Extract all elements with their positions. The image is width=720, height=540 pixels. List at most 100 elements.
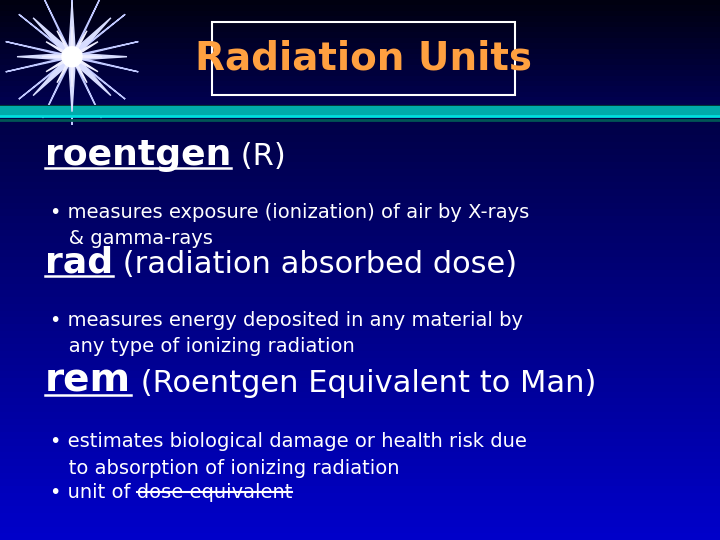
Bar: [0, 40, 720, 47]
Bar: [0, 256, 720, 263]
Bar: [0, 74, 720, 81]
Bar: [0, 291, 720, 297]
Bar: [0, 411, 720, 418]
Bar: [0, 384, 720, 391]
Bar: [0, 392, 720, 399]
Bar: [0, 27, 720, 32]
Bar: [0, 49, 720, 54]
Bar: [0, 87, 720, 94]
Bar: [0, 32, 720, 38]
Bar: [0, 270, 720, 276]
Bar: [0, 230, 720, 237]
Text: (Roentgen Equivalent to Man): (Roentgen Equivalent to Man): [131, 368, 596, 397]
Bar: [0, 43, 720, 49]
Bar: [0, 141, 720, 149]
Bar: [0, 526, 720, 534]
Bar: [0, 156, 720, 162]
Bar: [0, 189, 720, 195]
Bar: [0, 115, 720, 122]
Bar: [0, 263, 720, 270]
Bar: [212, 22, 515, 94]
Bar: [0, 0, 720, 5]
Bar: [0, 249, 720, 256]
Bar: [0, 418, 720, 426]
Bar: [0, 303, 720, 310]
Text: (R): (R): [231, 141, 286, 171]
Polygon shape: [6, 0, 138, 125]
Bar: [0, 438, 720, 445]
Bar: [0, 60, 720, 68]
Text: rad: rad: [45, 246, 113, 280]
Text: • unit of dose equivalent: • unit of dose equivalent: [50, 483, 292, 502]
Bar: [0, 284, 720, 291]
Bar: [0, 59, 720, 65]
Bar: [0, 399, 720, 405]
Bar: [0, 492, 720, 500]
Bar: [0, 310, 720, 317]
Bar: [0, 432, 720, 438]
Bar: [0, 27, 720, 33]
Bar: [0, 472, 720, 480]
Text: (radiation absorbed dose): (radiation absorbed dose): [113, 249, 517, 279]
Bar: [0, 5, 720, 11]
Bar: [0, 47, 720, 54]
Bar: [0, 68, 720, 74]
Bar: [0, 16, 720, 22]
Bar: [0, 22, 720, 27]
Bar: [0, 54, 720, 60]
Bar: [0, 513, 720, 519]
Bar: [0, 405, 720, 411]
Bar: [0, 364, 720, 372]
Bar: [0, 70, 720, 76]
Bar: [0, 38, 720, 43]
Bar: [0, 459, 720, 465]
Bar: [0, 317, 720, 324]
Bar: [0, 276, 720, 284]
Bar: [0, 94, 720, 102]
Bar: [0, 65, 720, 70]
Bar: [0, 330, 720, 338]
Polygon shape: [17, 2, 127, 112]
Bar: [0, 519, 720, 526]
Bar: [0, 122, 720, 128]
Text: • measures exposure (ionization) of air by X-rays
   & gamma-rays: • measures exposure (ionization) of air …: [50, 202, 529, 248]
Bar: [0, 195, 720, 202]
Bar: [0, 86, 720, 92]
Bar: [0, 81, 720, 86]
Bar: [0, 486, 720, 492]
Bar: [0, 222, 720, 230]
Text: Radiation Units: Radiation Units: [195, 39, 532, 77]
Bar: [0, 176, 720, 183]
Bar: [0, 33, 720, 40]
Bar: [0, 500, 720, 507]
Bar: [0, 372, 720, 378]
Bar: [0, 20, 720, 27]
Bar: [0, 0, 720, 6]
Bar: [0, 338, 720, 345]
Bar: [0, 108, 720, 115]
Bar: [0, 345, 720, 351]
Bar: [0, 534, 720, 540]
Bar: [0, 183, 720, 189]
Text: rem: rem: [45, 361, 131, 400]
Bar: [0, 76, 720, 81]
Bar: [0, 97, 720, 103]
Bar: [0, 102, 720, 108]
Bar: [0, 480, 720, 486]
Bar: [0, 162, 720, 168]
Bar: [0, 243, 720, 249]
Text: • measures energy deposited in any material by
   any type of ionizing radiation: • measures energy deposited in any mater…: [50, 310, 523, 356]
Bar: [0, 446, 720, 453]
Bar: [0, 148, 720, 156]
Bar: [0, 168, 720, 176]
Bar: [0, 81, 720, 87]
Text: roentgen: roentgen: [45, 138, 231, 172]
Bar: [0, 324, 720, 330]
Bar: [0, 54, 720, 59]
Bar: [0, 209, 720, 216]
Bar: [0, 351, 720, 357]
Bar: [0, 92, 720, 97]
Bar: [0, 128, 720, 135]
Bar: [0, 14, 720, 20]
Bar: [0, 237, 720, 243]
